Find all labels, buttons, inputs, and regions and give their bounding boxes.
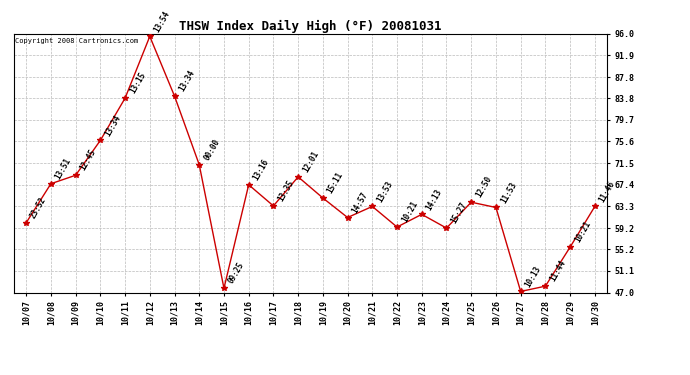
Text: 14:13: 14:13 [424,187,444,211]
Text: 00:00: 00:00 [202,137,221,162]
Text: 13:35: 13:35 [276,178,295,203]
Text: 09:25: 09:25 [227,261,246,285]
Text: 15:11: 15:11 [326,171,345,195]
Text: Copyright 2008 Cartronics.com: Copyright 2008 Cartronics.com [15,38,138,44]
Text: 10:21: 10:21 [400,200,419,224]
Text: 12:45: 12:45 [79,148,98,172]
Text: 10:21: 10:21 [573,220,592,244]
Text: 13:34: 13:34 [177,69,197,93]
Text: 14:57: 14:57 [351,190,370,215]
Text: 23:52: 23:52 [29,195,48,220]
Title: THSW Index Daily High (°F) 20081031: THSW Index Daily High (°F) 20081031 [179,20,442,33]
Text: 13:53: 13:53 [375,179,395,204]
Text: 15:27: 15:27 [449,201,469,225]
Text: 12:01: 12:01 [301,150,320,174]
Text: 11:46: 11:46 [598,179,617,204]
Text: 11:44: 11:44 [548,259,567,284]
Text: 13:15: 13:15 [128,71,147,95]
Text: 13:16: 13:16 [251,158,270,182]
Text: 13:34: 13:34 [103,113,122,138]
Text: 10:13: 10:13 [524,264,543,289]
Text: 13:54: 13:54 [152,9,172,34]
Text: 11:53: 11:53 [499,180,518,205]
Text: 12:50: 12:50 [474,175,493,200]
Text: 13:51: 13:51 [54,156,73,181]
